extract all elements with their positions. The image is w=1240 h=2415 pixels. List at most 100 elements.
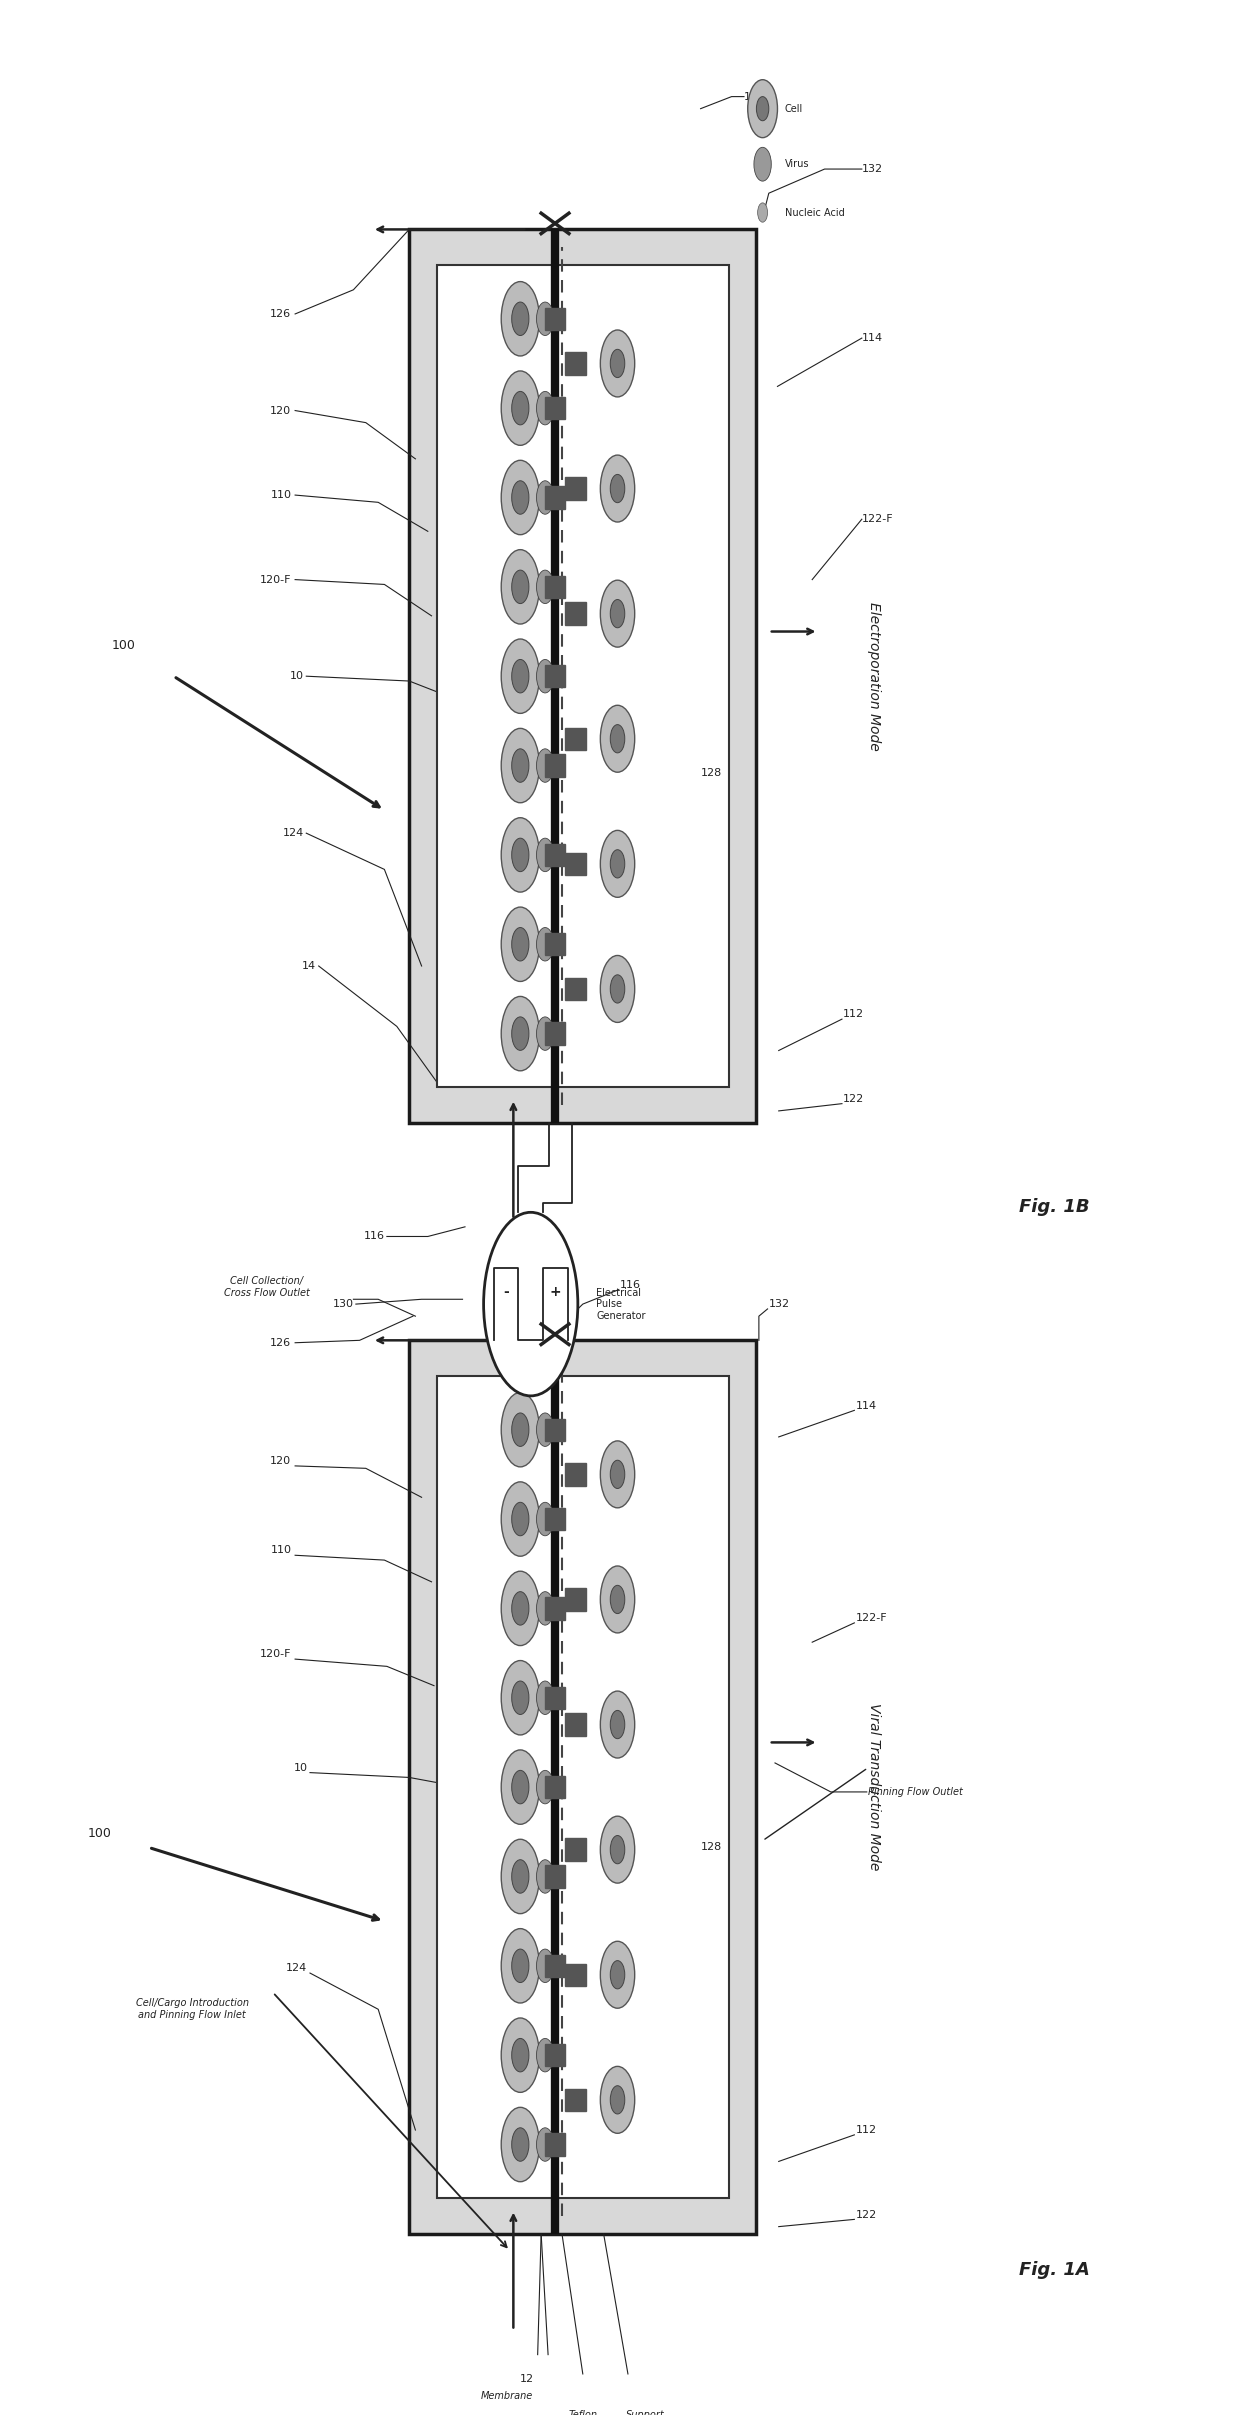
Circle shape (512, 927, 529, 961)
Text: 110: 110 (270, 490, 291, 500)
Circle shape (512, 570, 529, 604)
Circle shape (600, 1565, 635, 1633)
Bar (565, 978, 587, 1000)
Text: Nucleic Acid: Nucleic Acid (785, 208, 844, 217)
Circle shape (512, 1770, 529, 1804)
Circle shape (512, 302, 529, 336)
Bar (544, 1864, 565, 1889)
Text: Pinning Flow Outlet: Pinning Flow Outlet (868, 1787, 963, 1797)
Circle shape (537, 1591, 554, 1625)
Text: 132: 132 (769, 1299, 790, 1309)
Text: Fig. 1A: Fig. 1A (1018, 2260, 1090, 2280)
Circle shape (600, 831, 635, 898)
Circle shape (600, 705, 635, 773)
Text: 114: 114 (856, 1401, 877, 1410)
Text: 122-F: 122-F (862, 514, 894, 524)
Text: 124: 124 (286, 1963, 308, 1973)
Text: 100: 100 (87, 1828, 112, 1840)
Circle shape (537, 927, 554, 961)
Circle shape (501, 1930, 539, 2002)
Text: 124: 124 (283, 828, 304, 838)
Text: 116: 116 (620, 1280, 641, 1290)
Circle shape (512, 2038, 529, 2072)
Bar (544, 1022, 565, 1046)
Circle shape (512, 481, 529, 514)
Circle shape (610, 1710, 625, 1739)
Text: +: + (549, 1285, 562, 1299)
Circle shape (610, 2087, 625, 2113)
Bar (544, 753, 565, 778)
Circle shape (556, 490, 562, 505)
Bar (544, 1954, 565, 1978)
Text: 14: 14 (303, 961, 316, 971)
Text: 112: 112 (843, 1009, 864, 1019)
Bar (565, 1963, 587, 1985)
Circle shape (501, 1840, 539, 1913)
Text: 10: 10 (294, 1763, 308, 1773)
Text: -: - (503, 1285, 508, 1299)
Bar (544, 1596, 565, 1620)
Circle shape (600, 1442, 635, 1507)
Circle shape (537, 481, 554, 514)
Circle shape (537, 1860, 554, 1893)
Circle shape (501, 461, 539, 534)
Circle shape (537, 1017, 554, 1051)
Text: Viral Transduction Mode: Viral Transduction Mode (867, 1703, 882, 1872)
Circle shape (512, 659, 529, 693)
Text: 110: 110 (270, 1546, 291, 1555)
Circle shape (610, 1461, 625, 1488)
Circle shape (610, 1835, 625, 1864)
Bar (544, 664, 565, 688)
Circle shape (512, 1413, 529, 1447)
Circle shape (556, 848, 562, 862)
Text: 116: 116 (744, 92, 765, 101)
Circle shape (556, 758, 562, 773)
Text: 128: 128 (701, 1843, 722, 1852)
Circle shape (512, 838, 529, 872)
Circle shape (600, 2067, 635, 2132)
Text: Cell Collection/
Cross Flow Outlet: Cell Collection/ Cross Flow Outlet (223, 1278, 310, 1297)
Text: 122: 122 (843, 1094, 864, 1104)
Bar (544, 307, 565, 331)
Circle shape (556, 1422, 562, 1437)
Bar (544, 932, 565, 956)
Circle shape (556, 1780, 562, 1794)
Circle shape (754, 147, 771, 181)
Bar (544, 1507, 565, 1531)
Bar (544, 2132, 565, 2157)
Circle shape (512, 1502, 529, 1536)
Circle shape (537, 659, 554, 693)
Text: Electrical
Pulse
Generator: Electrical Pulse Generator (596, 1287, 646, 1321)
Circle shape (610, 350, 625, 377)
Circle shape (556, 1026, 562, 1041)
Circle shape (537, 570, 554, 604)
Circle shape (600, 580, 635, 647)
Circle shape (537, 838, 554, 872)
Circle shape (610, 473, 625, 502)
Circle shape (512, 1681, 529, 1715)
Circle shape (512, 1860, 529, 1893)
Text: Electroporation Mode: Electroporation Mode (867, 601, 882, 751)
Bar (544, 2043, 565, 2067)
Bar (565, 2089, 587, 2111)
Text: 120-F: 120-F (260, 575, 291, 584)
Circle shape (556, 1690, 562, 1705)
Circle shape (501, 1572, 539, 1645)
Circle shape (537, 749, 554, 782)
Circle shape (501, 640, 539, 712)
Circle shape (512, 2128, 529, 2161)
Bar (565, 727, 587, 751)
Text: 126: 126 (270, 1338, 291, 1348)
Circle shape (501, 908, 539, 980)
Circle shape (600, 1816, 635, 1884)
Bar (565, 1712, 587, 1736)
Bar (565, 478, 587, 500)
Bar (544, 843, 565, 867)
Text: 120-F: 120-F (260, 1649, 291, 1659)
Text: 116: 116 (363, 1232, 384, 1241)
Text: Membrane: Membrane (480, 2391, 532, 2401)
Circle shape (758, 203, 768, 222)
Circle shape (610, 724, 625, 753)
Circle shape (748, 80, 777, 138)
Circle shape (512, 391, 529, 425)
